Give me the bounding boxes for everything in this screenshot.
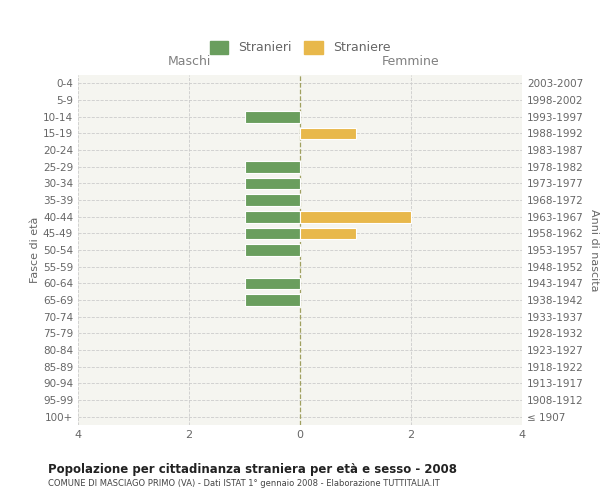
Bar: [245, 228, 300, 239]
Bar: [245, 244, 300, 256]
Bar: [300, 211, 411, 222]
Text: Popolazione per cittadinanza straniera per età e sesso - 2008: Popolazione per cittadinanza straniera p…: [48, 462, 457, 475]
Bar: [245, 111, 300, 122]
Bar: [245, 278, 300, 289]
Legend: Stranieri, Straniere: Stranieri, Straniere: [205, 36, 395, 60]
Bar: [300, 228, 355, 239]
Bar: [300, 128, 355, 139]
Text: Maschi: Maschi: [167, 55, 211, 68]
Y-axis label: Anni di nascita: Anni di nascita: [589, 209, 599, 291]
Text: COMUNE DI MASCIAGO PRIMO (VA) - Dati ISTAT 1° gennaio 2008 - Elaborazione TUTTIT: COMUNE DI MASCIAGO PRIMO (VA) - Dati IST…: [48, 479, 440, 488]
Bar: [245, 211, 300, 222]
Y-axis label: Fasce di età: Fasce di età: [30, 217, 40, 283]
Bar: [245, 161, 300, 172]
Bar: [245, 178, 300, 189]
Bar: [245, 294, 300, 306]
Text: Femmine: Femmine: [382, 55, 440, 68]
Bar: [245, 194, 300, 206]
